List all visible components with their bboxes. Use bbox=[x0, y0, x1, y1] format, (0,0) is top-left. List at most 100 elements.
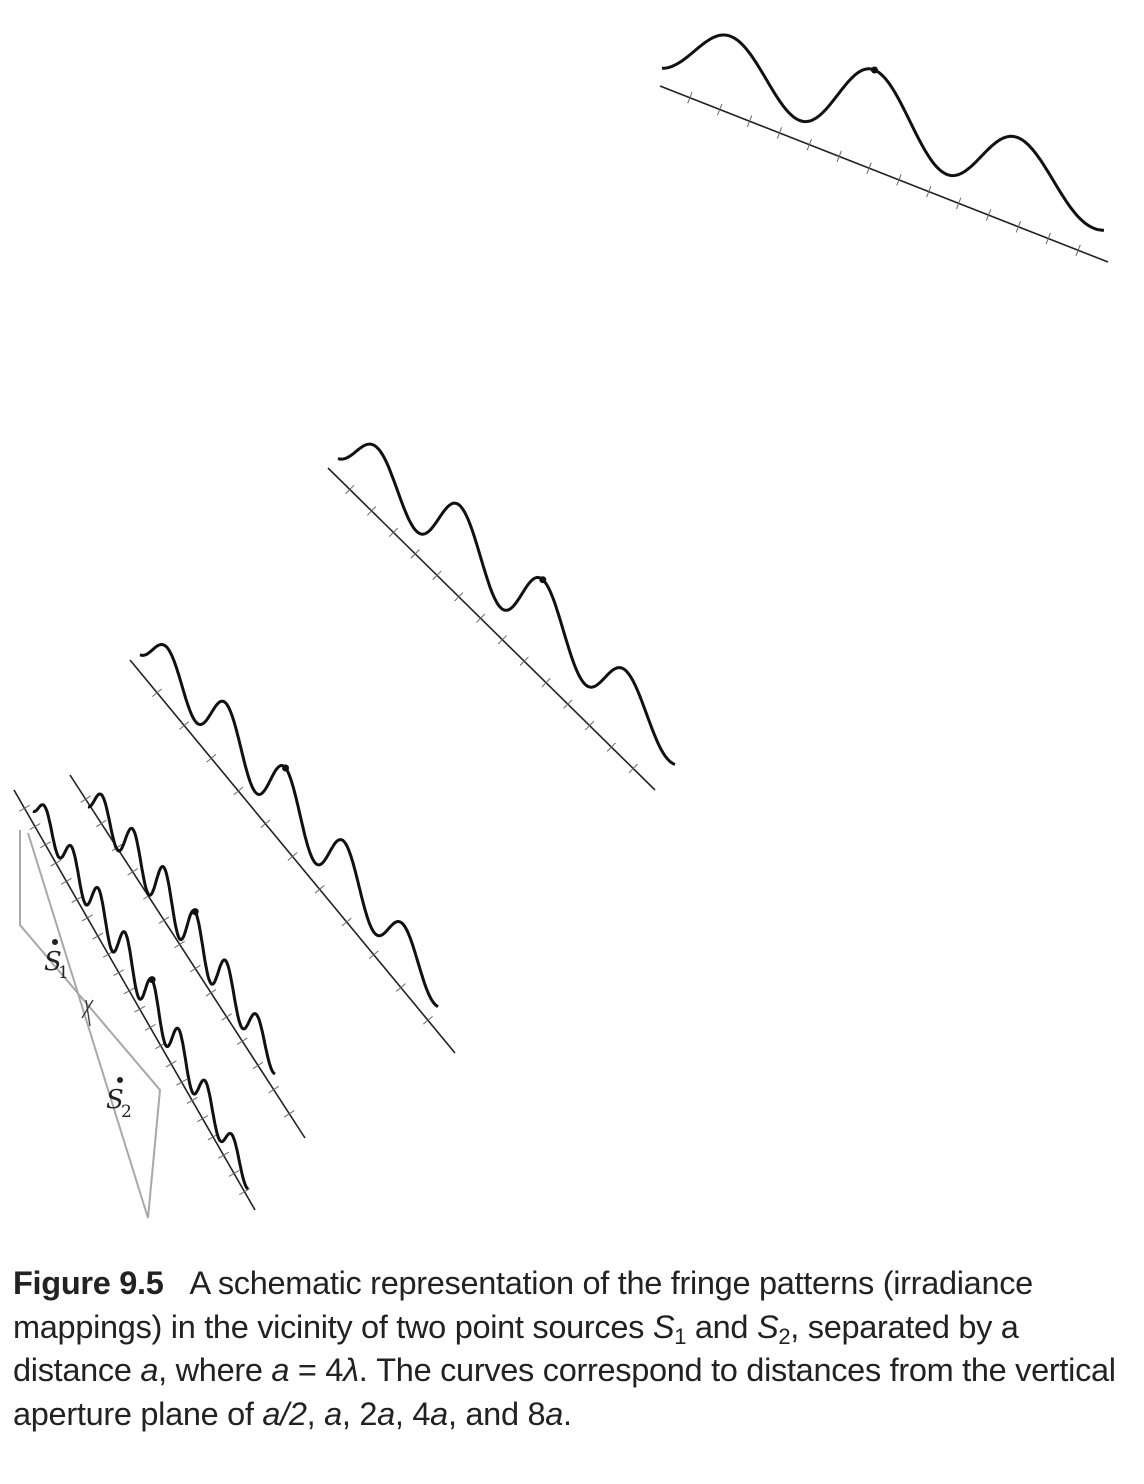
baseline bbox=[13, 789, 256, 1211]
tick-mark bbox=[165, 1060, 177, 1068]
fringe-pattern-a/2 bbox=[13, 789, 256, 1211]
tick-mark bbox=[541, 678, 551, 688]
caption-var-a: a bbox=[271, 1352, 290, 1388]
tick-mark bbox=[866, 162, 872, 174]
caption-s1-sub: 1 bbox=[674, 1323, 687, 1349]
caption-text: , 4 bbox=[394, 1395, 431, 1432]
tick-mark bbox=[134, 1005, 146, 1013]
tick-mark bbox=[628, 763, 638, 774]
figure-label: Figure 9.5 bbox=[13, 1265, 164, 1301]
tick-mark bbox=[746, 115, 753, 127]
tick-mark bbox=[71, 896, 83, 903]
irradiance-curve bbox=[139, 643, 439, 1008]
caption-distance: a/2 bbox=[262, 1395, 307, 1432]
caption-text: A schematic representation of the fringe… bbox=[13, 1265, 1033, 1345]
caption-text: , and 8 bbox=[447, 1395, 546, 1432]
tick-mark bbox=[268, 1085, 279, 1094]
tick-mark bbox=[388, 527, 398, 538]
svg-text:S: S bbox=[106, 1085, 124, 1115]
caption-text: , 2 bbox=[341, 1395, 378, 1432]
caption-text: , separated by a distance bbox=[13, 1308, 1019, 1389]
caption-lambda: λ bbox=[343, 1352, 359, 1388]
source-s1: S 1 bbox=[44, 939, 69, 983]
tick-mark bbox=[454, 592, 464, 602]
tick-mark bbox=[190, 964, 201, 973]
tick-mark bbox=[806, 138, 812, 151]
tick-mark bbox=[956, 197, 962, 210]
tick-mark bbox=[80, 795, 91, 803]
tick-mark bbox=[39, 841, 51, 849]
fringe-pattern-diagram: S 1 S 2 bbox=[13, 33, 1109, 1219]
tick-mark bbox=[287, 852, 298, 861]
tick-mark bbox=[50, 859, 62, 867]
tick-mark bbox=[563, 699, 573, 709]
tick-mark bbox=[896, 174, 902, 186]
tick-mark bbox=[205, 989, 217, 997]
central-maximum-dot bbox=[539, 576, 547, 584]
caption-s2: S bbox=[756, 1308, 779, 1345]
baseline bbox=[327, 467, 656, 791]
tick-mark bbox=[776, 127, 783, 139]
tick-mark bbox=[1015, 221, 1022, 233]
tick-mark bbox=[123, 987, 135, 995]
caption-distance: a bbox=[324, 1395, 342, 1432]
tick-mark bbox=[176, 1078, 188, 1086]
tick-mark bbox=[1045, 232, 1051, 245]
central-maximum-dot bbox=[148, 976, 156, 984]
caption-text: , where bbox=[158, 1352, 272, 1388]
irradiance-curve bbox=[87, 792, 276, 1076]
fringe-pattern-2a bbox=[129, 643, 456, 1054]
source-s2: S 2 bbox=[106, 1077, 132, 1122]
tick-mark bbox=[252, 1061, 264, 1070]
baseline bbox=[69, 774, 306, 1139]
tick-mark bbox=[606, 742, 616, 752]
aperture-plane bbox=[19, 830, 162, 1219]
tick-mark bbox=[127, 868, 138, 876]
tick-mark bbox=[260, 819, 271, 828]
svg-text:1: 1 bbox=[58, 963, 69, 983]
tick-mark bbox=[284, 1110, 295, 1118]
tick-mark bbox=[96, 819, 107, 828]
svg-text:S: S bbox=[44, 947, 62, 977]
tick-mark bbox=[218, 1151, 230, 1159]
tick-mark bbox=[19, 804, 30, 812]
tick-mark bbox=[476, 613, 486, 623]
tick-mark bbox=[144, 1023, 156, 1031]
figure-caption: Figure 9.5 A schematic representation of … bbox=[13, 1262, 1123, 1436]
caption-text: , bbox=[306, 1395, 325, 1432]
tick-mark bbox=[221, 1013, 232, 1021]
tick-mark bbox=[174, 940, 185, 949]
caption-text: = 4 bbox=[289, 1352, 344, 1388]
svg-text:2: 2 bbox=[121, 1102, 132, 1122]
tick-mark bbox=[81, 914, 93, 922]
tick-mark bbox=[233, 786, 244, 796]
caption-text: . The curves correspond to distances fro… bbox=[13, 1352, 1116, 1432]
caption-distance: a bbox=[430, 1395, 448, 1432]
tick-mark bbox=[422, 1016, 433, 1025]
tick-mark bbox=[1075, 244, 1081, 257]
tick-mark bbox=[206, 754, 217, 763]
caption-s2-sub: 2 bbox=[778, 1323, 791, 1349]
tick-mark bbox=[228, 1170, 240, 1177]
tick-mark bbox=[926, 185, 932, 198]
tick-mark bbox=[314, 885, 325, 894]
caption-text: . bbox=[563, 1395, 572, 1432]
caption-distance: a bbox=[377, 1395, 395, 1432]
tick-mark bbox=[60, 877, 72, 885]
central-maximum-dot bbox=[282, 764, 290, 772]
tick-mark bbox=[113, 969, 125, 977]
central-maximum-dot bbox=[871, 66, 878, 74]
tick-mark bbox=[197, 1115, 209, 1123]
tick-mark bbox=[519, 656, 529, 666]
midpoint-cross bbox=[81, 999, 94, 1027]
tick-mark bbox=[29, 823, 41, 830]
tick-mark bbox=[179, 721, 190, 730]
tick-mark bbox=[687, 91, 693, 104]
tick-mark bbox=[410, 549, 420, 559]
tick-mark bbox=[158, 916, 170, 924]
caption-distance: a bbox=[545, 1395, 564, 1432]
tick-mark bbox=[367, 506, 377, 516]
tick-mark bbox=[239, 1188, 250, 1196]
tick-mark bbox=[395, 983, 406, 992]
fringe-pattern-4a bbox=[327, 442, 676, 791]
